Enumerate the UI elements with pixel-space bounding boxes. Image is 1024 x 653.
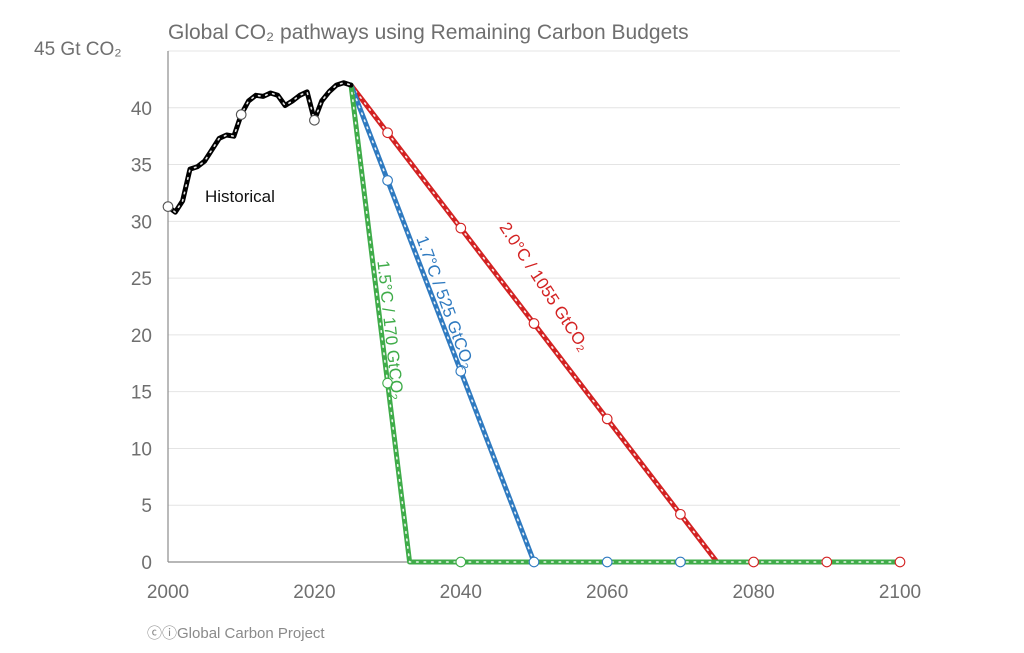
x-tick-label: 2000: [147, 582, 189, 603]
data-point-marker: [382, 377, 393, 389]
series-line-dots: [350, 84, 901, 563]
y-axis-unit-label: 45 Gt CO₂: [34, 39, 122, 60]
data-point-marker: [675, 556, 686, 568]
annotations: Historical 1.5°C / 170 GtCO₂ 1.7°C / 525 G…: [205, 187, 593, 401]
data-point-marker: [821, 556, 833, 568]
data-point-marker: [455, 365, 467, 377]
chart-title: Global CO₂ pathways using Remaining Carb…: [168, 21, 689, 44]
y-tick-label: 15: [131, 383, 152, 404]
license-icon: ⓒⓘ: [147, 625, 178, 642]
credit-line: ⓒⓘGlobal Carbon Project: [147, 622, 325, 643]
data-point-marker: [528, 318, 540, 329]
data-point-marker: [235, 109, 247, 120]
x-tick-label: 2060: [586, 582, 628, 603]
data-point-marker: [455, 556, 467, 568]
data-point-marker: [528, 556, 540, 568]
y-tick-label: 0: [141, 553, 152, 574]
credit-text: Global Carbon Project: [177, 625, 325, 642]
data-point-marker: [382, 175, 393, 186]
data-point-marker: [748, 556, 759, 568]
data-point-marker: [455, 222, 467, 234]
y-tick-label: 10: [131, 439, 152, 460]
y-tick-label: 30: [131, 212, 152, 233]
data-point-marker: [309, 114, 320, 126]
data-point-marker: [601, 556, 613, 568]
series-line: [348, 82, 903, 565]
x-tick-label: 2020: [293, 582, 335, 603]
y-tick-label: 5: [141, 496, 152, 517]
data-point-marker: [675, 508, 686, 520]
x-tick-label: 2080: [732, 582, 774, 603]
pathway-1-7c-label: 1.7°C / 525 GtCO₂: [412, 233, 478, 371]
x-tick-label: 2100: [879, 582, 921, 603]
data-point-marker: [382, 127, 393, 139]
series-line-dots: [350, 84, 901, 563]
data-point-marker: [162, 201, 174, 212]
axes: [167, 51, 900, 563]
x-tick-label: 2040: [440, 582, 482, 603]
series-line: [348, 82, 903, 565]
series-markers: [162, 109, 906, 568]
y-tick-label: 40: [131, 99, 152, 120]
series-line-dots: [167, 81, 352, 214]
y-tick-label: 35: [131, 156, 152, 177]
data-point-marker: [601, 413, 613, 425]
historical-label: Historical: [205, 187, 275, 206]
series-line-dots: [350, 84, 901, 563]
y-tick-label: 25: [131, 269, 152, 290]
gridlines: [168, 50, 900, 506]
series-line: [348, 82, 903, 565]
y-tick-label: 20: [131, 326, 152, 347]
data-point-marker: [894, 556, 906, 568]
tick-labels: 0 5 10 15 20 25 30 35 40 2000 2020 2040 2060 2080 2100: [131, 99, 921, 603]
pathway-1-5c-label: 1.5°C / 170 GtCO₂: [373, 259, 407, 400]
